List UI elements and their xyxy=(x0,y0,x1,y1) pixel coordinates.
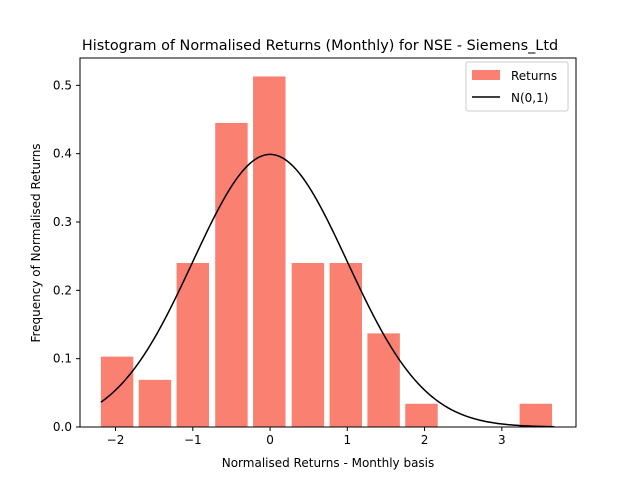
x-tick-label-1: −1 xyxy=(184,433,202,447)
histogram-bar-8 xyxy=(367,333,400,427)
x-tick-label-2: 0 xyxy=(266,433,274,447)
plot-area-frame xyxy=(79,57,577,428)
y-axis-ticks: 0.0 0.1 0.2 0.3 0.4 0.5 xyxy=(53,78,80,434)
y-axis-label: Frequency of Normalised Returns xyxy=(29,143,43,342)
x-tick-label-5: 3 xyxy=(498,433,506,447)
histogram-bar-6 xyxy=(291,263,325,427)
histogram-bars xyxy=(100,76,553,428)
legend-label-returns: Returns xyxy=(511,69,557,83)
histogram-bar-4 xyxy=(215,122,248,428)
histogram-bar-9 xyxy=(405,403,438,427)
y-tick-label-0: 0.0 xyxy=(53,420,72,434)
y-tick-label-5: 0.5 xyxy=(53,78,72,92)
histogram-bar-7 xyxy=(329,263,362,427)
x-axis-label: Normalised Returns - Monthly basis xyxy=(222,456,435,470)
normal-distribution-curve xyxy=(100,153,555,428)
legend-swatch-returns xyxy=(472,70,500,80)
y-tick-label-2: 0.2 xyxy=(53,283,72,297)
histogram-bar-1 xyxy=(100,356,134,427)
histogram-bar-10 xyxy=(519,403,553,427)
x-tick-label-0: −2 xyxy=(107,433,125,447)
x-tick-label-4: 2 xyxy=(421,433,429,447)
histogram-bar-3 xyxy=(176,263,210,427)
y-tick-label-3: 0.3 xyxy=(53,215,72,229)
legend-label-normal: N(0,1) xyxy=(511,91,548,105)
histogram-bar-5 xyxy=(253,76,286,427)
legend: Returns N(0,1) xyxy=(465,61,569,112)
histogram-bar-2 xyxy=(138,379,172,427)
x-axis-ticks: −2 −1 0 1 2 3 xyxy=(107,427,506,447)
chart-title: Histogram of Normalised Returns (Monthly… xyxy=(82,38,558,54)
y-tick-label-1: 0.1 xyxy=(53,352,72,366)
y-tick-label-4: 0.4 xyxy=(53,147,72,161)
x-tick-label-3: 1 xyxy=(343,433,351,447)
